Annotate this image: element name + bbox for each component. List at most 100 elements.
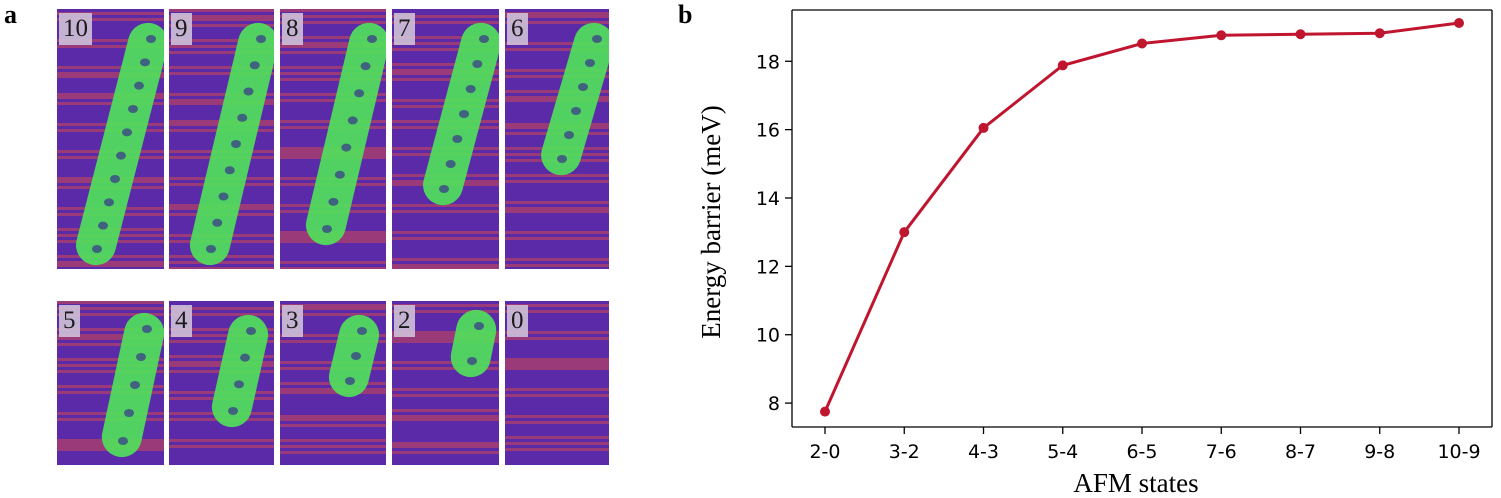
afm-image-label: 2 (394, 305, 415, 337)
skyrmion-core (474, 322, 484, 330)
skyrmion-core (564, 131, 574, 139)
skyrmion-core (228, 407, 238, 415)
skyrmion-core (134, 81, 144, 90)
skyrmion-core (322, 225, 332, 233)
x-tick-label: 10-9 (1437, 441, 1480, 463)
y-axis-label: Energy barrier (meV) (696, 105, 726, 338)
skyrmion-core (234, 380, 244, 389)
skyrmion-core (341, 143, 352, 152)
afm-image-5: 5 (57, 301, 164, 465)
afm-image-8: 8 (280, 9, 386, 269)
skyrmion-core (357, 327, 367, 335)
x-tick-label: 8-7 (1285, 441, 1316, 463)
skyrmion-core (224, 166, 235, 175)
skyrmion-chain (211, 314, 269, 428)
panel-label-b: b (678, 0, 693, 29)
afm-image-label: 6 (507, 13, 528, 45)
skyrmion-core (452, 135, 463, 143)
afm-image-label: 10 (59, 13, 92, 45)
afm-image-label: 9 (171, 13, 192, 45)
skyrmion-core (124, 409, 134, 417)
afm-image-label: 0 (507, 305, 528, 337)
skyrmion-core (110, 175, 120, 183)
skyrmion-core (592, 35, 602, 43)
skyrmion-core (240, 353, 250, 362)
skyrmion-core (578, 83, 588, 91)
skyrmion-core (557, 155, 567, 163)
x-axis-label: AFM states (1073, 468, 1198, 498)
skyrmion-core (465, 85, 476, 93)
skyrmion-core (212, 218, 223, 227)
skyrmion-core (345, 377, 355, 385)
skyrmion-core (206, 245, 216, 253)
skyrmion-core (118, 437, 128, 445)
afm-image-4: 4 (169, 301, 274, 465)
skyrmion-core (104, 198, 114, 207)
data-points (820, 17, 1464, 417)
skyrmion-core (128, 105, 138, 113)
skyrmion-core (136, 353, 146, 361)
data-point-5-4 (1057, 60, 1068, 71)
skyrmion-core (445, 160, 456, 168)
skyrmion-chain (75, 22, 164, 266)
afm-image-label: 5 (59, 305, 80, 337)
skyrmion-core (354, 89, 365, 98)
afm-image-9: 9 (169, 9, 274, 269)
y-tick-label: 16 (756, 120, 780, 142)
data-point-2-0 (820, 406, 830, 417)
x-tick-label: 7-6 (1206, 441, 1237, 463)
data-point-10-9 (1454, 17, 1464, 28)
data-point-7-6 (1216, 30, 1227, 41)
axes-frame (791, 9, 1493, 428)
y-tick-label: 12 (756, 256, 780, 278)
data-point-4-3 (978, 122, 989, 133)
energy-barrier-line (823, 21, 1460, 413)
afm-image-10: 10 (57, 9, 164, 269)
skyrmion-core (146, 35, 156, 43)
afm-image-label: 8 (282, 13, 303, 45)
skyrmion-core (243, 87, 254, 96)
x-tick-label: 6-5 (1126, 441, 1157, 463)
y-tick-label: 18 (756, 51, 780, 73)
afm-image-label: 4 (171, 305, 192, 337)
skyrmion-chain (450, 309, 497, 378)
afm-image-7: 7 (392, 9, 499, 269)
y-tick-label: 14 (756, 188, 780, 210)
afm-image-6: 6 (505, 9, 609, 269)
skyrmion-core (249, 61, 260, 70)
skyrmion-core (237, 113, 248, 122)
skyrmion-core (142, 325, 152, 333)
x-tick-label: 2-0 (809, 441, 840, 463)
data-point-8-7 (1295, 29, 1306, 40)
skyrmion-core (256, 35, 266, 43)
skyrmion-core (130, 381, 140, 389)
skyrmion-chain (305, 22, 386, 246)
skyrmion-core (116, 151, 126, 160)
data-point-9-8 (1374, 28, 1385, 39)
afm-image-label: 3 (282, 305, 303, 337)
x-tick-label: 3-2 (889, 441, 920, 463)
skyrmion-core (246, 327, 256, 335)
panel-label-a: a (4, 0, 17, 29)
y-tick-label: 10 (756, 325, 780, 347)
y-ticks: 8 10 12 14 16 18 (756, 51, 792, 415)
x-tick-label: 9-8 (1364, 441, 1395, 463)
skyrmion-core (92, 245, 102, 253)
skyrmion-core (367, 35, 377, 43)
skyrmion-core (439, 185, 449, 193)
afm-image-0: 0 (505, 301, 609, 465)
x-ticks: 2-0 3-2 4-3 5-4 6-5 7-6 8-7 9-8 10-9 (809, 427, 1481, 463)
x-tick-label: 5-4 (1047, 441, 1078, 463)
skyrmion-core (585, 59, 595, 67)
y-tick-label: 8 (768, 393, 780, 415)
skyrmion-core (459, 110, 469, 118)
skyrmion-core (334, 170, 345, 179)
skyrmion-chain (541, 22, 609, 176)
skyrmion-core (479, 35, 489, 43)
skyrmion-core (98, 221, 108, 230)
skyrmion-core (360, 62, 371, 71)
data-point-6-5 (1137, 38, 1147, 49)
skyrmion-core (347, 116, 358, 125)
afm-image-2: 2 (392, 301, 499, 465)
skyrmion-core (122, 128, 132, 137)
